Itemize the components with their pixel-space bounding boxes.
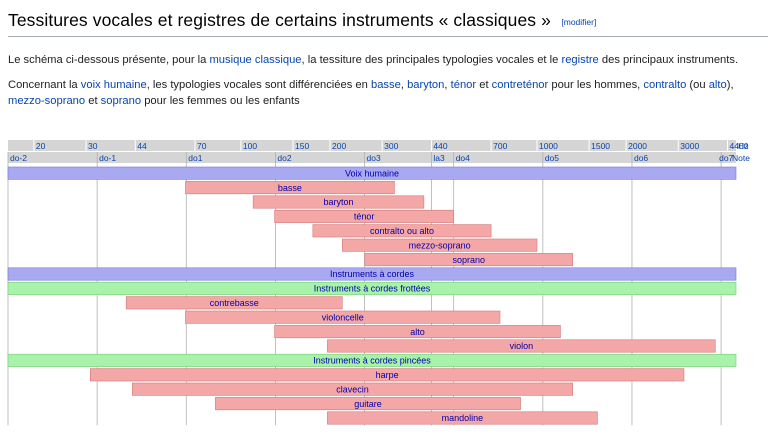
hz-tick-label: 30 xyxy=(88,141,98,151)
subgroup-bar xyxy=(7,353,737,367)
voice-text-3: , xyxy=(400,79,408,91)
link-musique-classique[interactable]: musique classique xyxy=(209,54,302,66)
voice-text-5: et xyxy=(476,79,492,91)
hz-tick-label: 70 xyxy=(197,141,207,151)
note-tick-label: do-1 xyxy=(99,153,116,163)
hz-axis-band xyxy=(8,140,736,151)
voice-paragraph: Concernant la voix humaine, les typologi… xyxy=(8,77,770,109)
hz-tick-label: 440 xyxy=(433,141,447,151)
voice-text-8: ), xyxy=(726,79,734,91)
link-mezzo-soprano[interactable]: mezzo-soprano xyxy=(8,95,86,107)
range-bar xyxy=(364,253,573,267)
group-label: Instruments à cordes frottées xyxy=(314,284,431,294)
link-soprano[interactable]: soprano xyxy=(100,95,142,107)
intro-text-2: , la tessiture des principales typologie… xyxy=(301,54,562,66)
note-tick-label: do7 xyxy=(719,153,733,163)
link-basse[interactable]: basse xyxy=(370,79,401,91)
range-bar xyxy=(312,224,492,238)
subgroup-bar xyxy=(7,281,737,295)
link-contralto[interactable]: contralto xyxy=(643,79,687,91)
range-label: contrebasse xyxy=(210,298,259,308)
link-contretenor[interactable]: contreténor xyxy=(491,79,549,91)
note-tick-label: la3 xyxy=(433,153,445,163)
range-bar xyxy=(125,296,343,310)
edit-section-link[interactable]: [modifier] xyxy=(561,17,597,27)
range-label: guitare xyxy=(354,399,382,409)
hz-axis-unit: Hz xyxy=(738,141,748,151)
voice-text-4: , xyxy=(444,79,451,91)
note-tick-label: do-2 xyxy=(10,153,27,163)
range-label: alto xyxy=(410,327,425,337)
range-label: harpe xyxy=(376,370,399,380)
range-label: ténor xyxy=(354,212,375,222)
range-label: mezzo-soprano xyxy=(409,240,471,250)
intro-text-1: Le schéma ci-dessous présente, pour la xyxy=(8,54,210,66)
link-tenor[interactable]: ténor xyxy=(450,79,477,91)
note-axis-band xyxy=(8,152,736,163)
voice-text-6: pour les hommes, xyxy=(548,79,644,91)
hz-tick-label: 1500 xyxy=(591,141,610,151)
hz-tick-label: 150 xyxy=(295,141,309,151)
voice-text-7: (ou xyxy=(686,79,709,91)
voice-text-2: , les typologies vocales sont différenci… xyxy=(146,79,371,91)
hz-tick-label: 44 xyxy=(137,141,147,151)
note-tick-label: do6 xyxy=(634,153,648,163)
note-tick-label: do2 xyxy=(277,153,291,163)
link-voix-humaine[interactable]: voix humaine xyxy=(80,79,147,91)
section-heading: Tessitures vocales et registres de certa… xyxy=(8,10,768,37)
hz-tick-label: 100 xyxy=(243,141,257,151)
group-label: Instruments à cordes xyxy=(330,269,415,279)
link-baryton[interactable]: baryton xyxy=(407,79,445,91)
range-label: contralto ou alto xyxy=(370,226,434,236)
hz-tick-label: 20 xyxy=(36,141,46,151)
range-bar xyxy=(327,339,716,353)
range-label: soprano xyxy=(452,255,485,265)
range-bar xyxy=(341,238,538,252)
group-label: Voix humaine xyxy=(345,168,399,178)
hz-tick-label: 2000 xyxy=(628,141,647,151)
note-tick-label: do5 xyxy=(545,153,559,163)
range-bar xyxy=(274,325,561,339)
group-label: Instruments à cordes pincées xyxy=(313,356,431,366)
hz-tick-label: 1000 xyxy=(539,141,558,151)
voice-text-1: Concernant la xyxy=(8,79,81,91)
note-tick-label: do1 xyxy=(188,153,202,163)
note-tick-label: do4 xyxy=(456,153,470,163)
note-tick-label: do3 xyxy=(367,153,381,163)
link-alto[interactable]: alto xyxy=(708,79,727,91)
range-label: basse xyxy=(278,183,302,193)
range-bar xyxy=(185,181,395,195)
hz-tick-label: 700 xyxy=(493,141,507,151)
link-registre[interactable]: registre xyxy=(561,54,599,66)
range-bar xyxy=(185,310,501,324)
hz-tick-label: 300 xyxy=(384,141,398,151)
hz-tick-label: 4400 xyxy=(730,141,749,151)
range-label: clavecin xyxy=(336,384,369,394)
voice-text-10: pour les femmes ou les enfants xyxy=(141,95,300,107)
range-label: violon xyxy=(510,341,534,351)
range-label: violoncelle xyxy=(322,312,364,322)
section-title: Tessitures vocales et registres de certa… xyxy=(8,10,551,30)
range-bar xyxy=(252,195,425,209)
range-bar xyxy=(215,397,521,411)
intro-text-3: des principaux instruments. xyxy=(598,54,739,66)
range-bar xyxy=(327,411,598,425)
intro-paragraph: Le schéma ci-dessous présente, pour la m… xyxy=(8,52,770,68)
range-label: mandoline xyxy=(442,413,484,423)
range-bar xyxy=(132,382,573,396)
group-bar xyxy=(7,166,737,180)
voice-text-9: et xyxy=(85,95,101,107)
range-label: baryton xyxy=(323,197,353,207)
hz-tick-label: 200 xyxy=(332,141,346,151)
range-bar xyxy=(274,209,454,223)
range-bar xyxy=(89,368,685,382)
group-bar xyxy=(7,267,737,281)
note-axis-unit: Note xyxy=(732,153,750,163)
hz-tick-label: 3000 xyxy=(680,141,699,151)
